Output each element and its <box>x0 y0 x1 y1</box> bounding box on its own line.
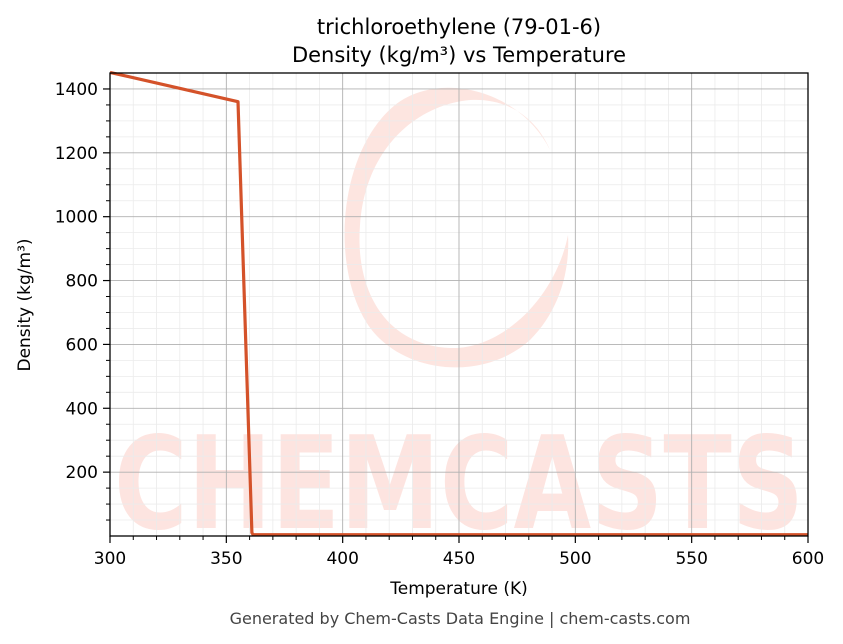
y-tick-label: 800 <box>66 272 98 292</box>
x-tick-label: 400 <box>326 549 358 569</box>
chart-title-line1: trichloroethylene (79-01-6) <box>317 15 601 39</box>
y-tick-label: 1200 <box>55 144 98 164</box>
series-group <box>109 70 808 537</box>
y-tick-label: 600 <box>66 335 98 355</box>
x-tick-label: 500 <box>559 549 591 569</box>
x-axis-ticks: 300 350 400 450 500 550 600 <box>94 536 824 569</box>
footer-credit: Generated by Chem-Casts Data Engine | ch… <box>230 609 691 628</box>
x-tick-label: 350 <box>210 549 242 569</box>
y-axis-label: Density (kg/m³) <box>15 238 35 371</box>
y-tick-label: 1000 <box>55 208 98 228</box>
series-line <box>109 70 808 537</box>
x-tick-label: 450 <box>443 549 475 569</box>
chart-title-line2: Density (kg/m³) vs Temperature <box>292 43 626 67</box>
y-tick-label: 1400 <box>55 80 98 100</box>
y-axis-ticks: 200 400 600 800 1000 1200 1400 <box>55 80 110 521</box>
y-tick-label: 400 <box>66 399 98 419</box>
major-grid <box>109 73 809 536</box>
x-tick-label: 600 <box>792 549 824 569</box>
x-tick-label: 300 <box>94 549 126 569</box>
watermark-swirl-icon <box>344 87 569 368</box>
y-tick-label: 200 <box>66 463 98 483</box>
x-tick-label: 550 <box>675 549 707 569</box>
x-axis-label: Temperature (K) <box>389 579 528 599</box>
